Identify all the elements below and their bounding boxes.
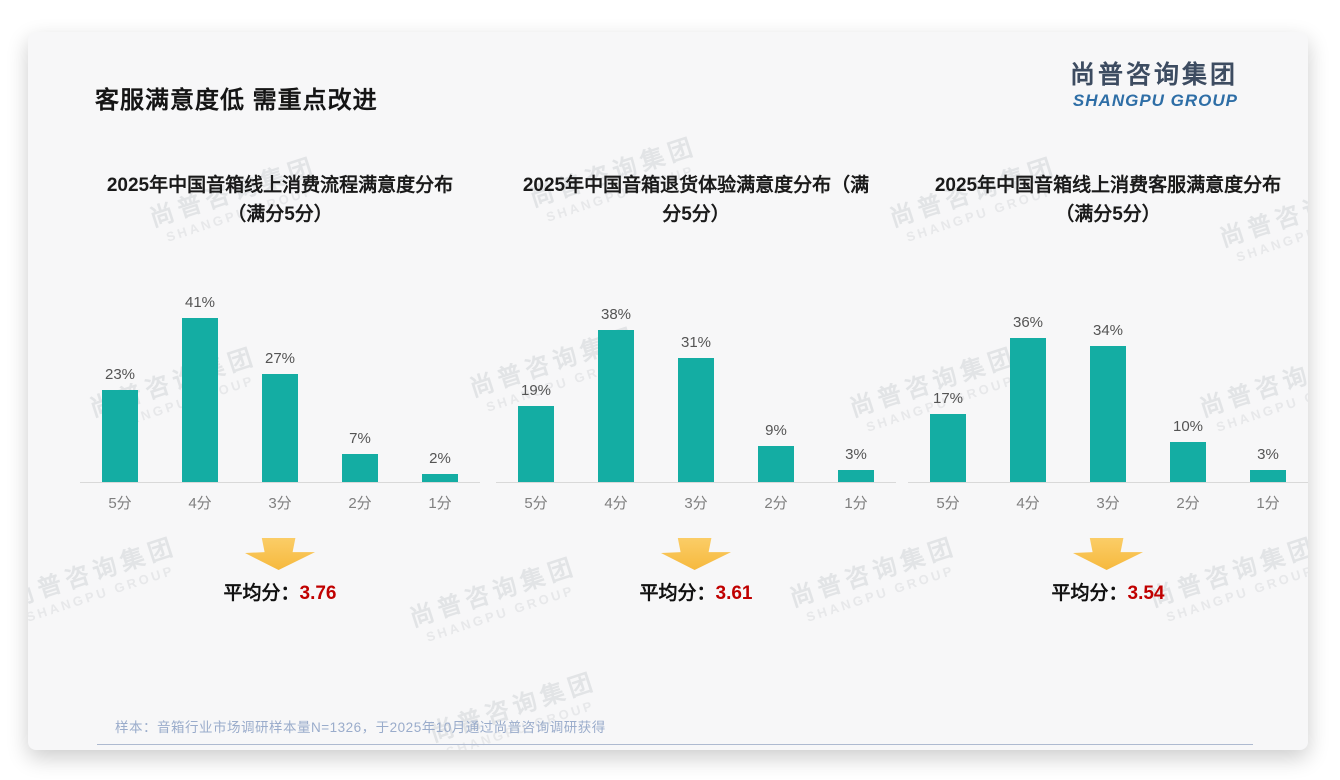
page-title: 客服满意度低 需重点改进	[95, 87, 378, 114]
chart-column: 2025年中国音箱线上消费客服满意度分布（满分5分） 17% 36% 34% 10% 3%…	[908, 172, 1308, 605]
bar-value-label: 27%	[264, 350, 296, 367]
bar-plot: 17% 36% 34% 10% 3%	[908, 270, 1308, 483]
bar-group: 41%	[160, 294, 240, 482]
category-label: 2分	[764, 495, 788, 512]
arrow-container	[908, 538, 1308, 570]
category-label: 4分	[1016, 495, 1040, 512]
category-label: 4分	[604, 495, 628, 512]
category-label: 1分	[428, 495, 452, 512]
bar-group: 9%	[736, 422, 816, 482]
category-label: 1分	[844, 495, 868, 512]
bar	[598, 330, 634, 482]
slide-card: 尚普咨询集团 SHANGPU GROUP 尚普咨询集团 SHANGPU GROUP 尚普…	[28, 32, 1308, 750]
category-label: 5分	[936, 495, 960, 512]
bar	[518, 406, 554, 482]
arrow-container	[496, 538, 896, 570]
category-axis: 5分 4分 3分 2分 1分	[908, 492, 1308, 513]
bar-value-label: 41%	[184, 294, 216, 311]
bar-group: 3%	[1228, 446, 1308, 482]
category-label: 5分	[524, 495, 548, 512]
bar-value-label: 3%	[845, 446, 867, 463]
sample-footnote: 样本：音箱行业市场调研样本量N=1326，于2025年10月通过尚普咨询调研获得	[115, 720, 606, 735]
bar-value-label: 31%	[680, 334, 712, 351]
bar	[1250, 470, 1286, 482]
down-arrow-icon	[1073, 538, 1143, 570]
bar-group: 17%	[908, 390, 988, 482]
bar	[1010, 338, 1046, 482]
bar	[1170, 442, 1206, 482]
average-label: 平均分：	[223, 583, 300, 604]
bar-group: 34%	[1068, 322, 1148, 482]
category-label: 3分	[684, 495, 708, 512]
category-label: 3分	[1096, 495, 1120, 512]
chart-title: 2025年中国音箱线上消费客服满意度分布（满分5分）	[934, 175, 1282, 225]
average-score: 平均分：3.61	[496, 578, 896, 605]
bar	[930, 414, 966, 482]
bar	[758, 446, 794, 482]
average-value: 3.76	[299, 583, 337, 604]
bar-value-label: 2%	[429, 450, 451, 467]
category-axis: 5分 4分 3分 2分 1分	[496, 492, 896, 513]
bar	[102, 390, 138, 482]
category-label: 2分	[348, 495, 372, 512]
down-arrow-icon	[245, 538, 315, 570]
bar-value-label: 19%	[520, 382, 552, 399]
chart-title: 2025年中国音箱线上消费流程满意度分布（满分5分）	[106, 175, 454, 225]
chart-title: 2025年中国音箱退货体验满意度分布（满分5分）	[522, 175, 870, 225]
bar-value-label: 3%	[1257, 446, 1279, 463]
logo-english-text: SHANGPU GROUP	[1072, 90, 1238, 110]
chart-column: 2025年中国音箱退货体验满意度分布（满分5分） 19% 38% 31% 9% 3% 5分 4…	[496, 172, 896, 605]
bar-value-label: 17%	[932, 390, 964, 407]
average-label: 平均分：	[639, 583, 716, 604]
footer-divider	[97, 744, 1253, 745]
bar-group: 19%	[496, 382, 576, 482]
average-label: 平均分：	[1051, 583, 1128, 604]
bar-group: 27%	[240, 350, 320, 482]
bar-value-label: 34%	[1092, 322, 1124, 339]
bar	[838, 470, 874, 482]
bar	[1090, 346, 1126, 482]
bar-group: 10%	[1148, 418, 1228, 482]
bar-group: 7%	[320, 430, 400, 482]
bar-value-label: 36%	[1012, 314, 1044, 331]
bar	[182, 318, 218, 482]
category-label: 5分	[108, 495, 132, 512]
category-label: 2分	[1176, 495, 1200, 512]
bar-value-label: 23%	[104, 366, 136, 383]
category-label: 4分	[188, 495, 212, 512]
average-value: 3.54	[1127, 583, 1165, 604]
bar-value-label: 7%	[349, 430, 371, 447]
bar	[262, 374, 298, 482]
average-score: 平均分：3.76	[80, 578, 480, 605]
category-label: 3分	[268, 495, 292, 512]
chart-column: 2025年中国音箱线上消费流程满意度分布（满分5分） 23% 41% 27% 7% 2% 5…	[80, 172, 480, 605]
bar-value-label: 38%	[600, 306, 632, 323]
bar-group: 2%	[400, 450, 480, 482]
bar-group: 3%	[816, 446, 896, 482]
bar	[342, 454, 378, 482]
average-value: 3.61	[715, 583, 753, 604]
bar-value-label: 10%	[1172, 418, 1204, 435]
arrow-container	[80, 538, 480, 570]
average-score: 平均分：3.54	[908, 578, 1308, 605]
company-logo: 尚普咨询集团 SHANGPU GROUP	[1069, 61, 1238, 111]
category-label: 1分	[1256, 495, 1280, 512]
bar-group: 31%	[656, 334, 736, 482]
bar-group: 23%	[80, 366, 160, 482]
bar-plot: 23% 41% 27% 7% 2%	[80, 270, 480, 483]
bar-value-label: 9%	[765, 422, 787, 439]
logo-chinese-text: 尚普咨询集团	[1069, 61, 1238, 89]
bar-group: 38%	[576, 306, 656, 482]
bar	[678, 358, 714, 482]
category-axis: 5分 4分 3分 2分 1分	[80, 492, 480, 513]
bar-plot: 19% 38% 31% 9% 3%	[496, 270, 896, 483]
bar	[422, 474, 458, 482]
down-arrow-icon	[661, 538, 731, 570]
bar-group: 36%	[988, 314, 1068, 482]
